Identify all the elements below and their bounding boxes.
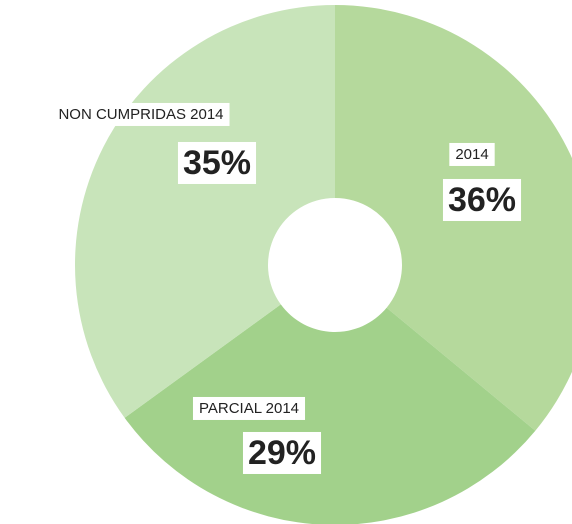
category-label: PARCIAL 2014	[199, 400, 299, 417]
category-label-group: 2014	[449, 142, 495, 166]
category-label-group: PARCIAL 2014	[192, 396, 306, 420]
category-label-group: NON CUMPRIDAS 2014	[52, 102, 230, 126]
category-label-bg	[52, 102, 230, 126]
category-label-bg	[449, 142, 495, 166]
value-label-group: 35%	[177, 141, 257, 184]
value-label-group: 29%	[242, 431, 322, 474]
value-label: 35%	[183, 144, 251, 182]
value-label-group: 36%	[442, 178, 522, 221]
value-label-bg	[177, 141, 257, 184]
value-label-bg	[442, 178, 522, 221]
value-label-bg	[242, 431, 322, 474]
value-label: 36%	[448, 181, 516, 219]
donut-slice	[124, 304, 536, 524]
category-label: NON CUMPRIDAS 2014	[58, 106, 223, 123]
category-label: 2014	[455, 146, 488, 163]
category-label-bg	[192, 396, 306, 420]
value-label: 29%	[248, 434, 316, 472]
